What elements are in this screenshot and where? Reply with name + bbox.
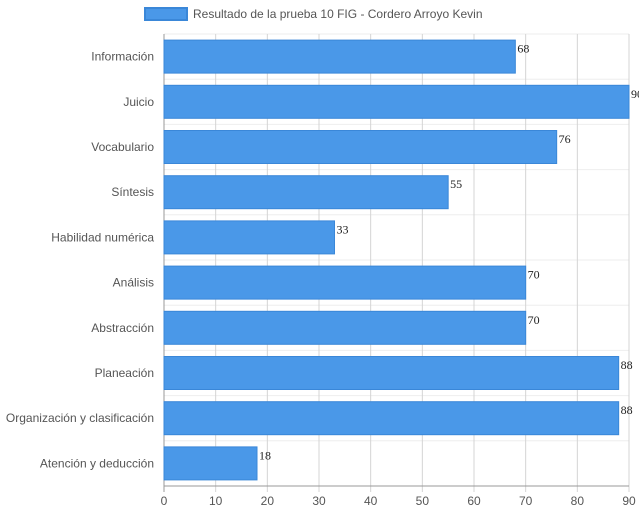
bar[interactable]	[163, 265, 527, 300]
category-label: Información	[91, 50, 154, 64]
category-label: Análisis	[113, 276, 154, 290]
category-labels: Información Juicio Vocabulario Síntesis Habi…	[6, 50, 154, 471]
x-tick-label: 50	[416, 494, 430, 508]
data-label: 70	[528, 268, 540, 282]
data-label: 90	[631, 87, 639, 101]
category-label: Juicio	[123, 95, 154, 109]
category-label: Organización y clasificación	[6, 411, 154, 425]
bar[interactable]	[163, 356, 620, 390]
x-tick-label: 90	[622, 494, 636, 508]
category-label: Abstracción	[91, 321, 154, 335]
category-label: Vocabulario	[91, 140, 154, 154]
x-tick-label: 20	[261, 494, 275, 508]
bar[interactable]	[163, 175, 449, 210]
x-tick-label: 0	[161, 494, 168, 508]
x-tick-label: 30	[312, 494, 326, 508]
bar[interactable]	[163, 401, 620, 436]
data-label: 33	[337, 222, 349, 236]
category-label: Habilidad numérica	[51, 230, 154, 244]
bar[interactable]	[163, 220, 335, 255]
x-tick-label: 40	[364, 494, 378, 508]
data-label: 68	[517, 42, 529, 56]
x-tick-label: 10	[209, 494, 223, 508]
bar[interactable]	[163, 84, 630, 119]
x-tick-label: 70	[519, 494, 533, 508]
data-label: 88	[621, 403, 633, 417]
category-label: Síntesis	[111, 185, 154, 199]
x-axis-ticks: 0 10 20 30 40 50 60 70 80 90	[161, 494, 636, 508]
bar[interactable]	[163, 446, 258, 481]
category-label: Planeación	[95, 366, 154, 380]
value-labels: 68 90 76 55 33 70 70 88 88 18	[259, 42, 639, 463]
x-tick-label: 60	[467, 494, 481, 508]
data-label: 70	[528, 313, 540, 327]
bar[interactable]	[163, 310, 527, 345]
x-tick-label: 80	[571, 494, 585, 508]
category-label: Atención y deducción	[40, 456, 154, 470]
bar[interactable]	[163, 39, 516, 74]
data-label: 55	[450, 177, 462, 191]
data-label: 88	[621, 358, 633, 372]
legend[interactable]: Resultado de la prueba 10 FIG - Cordero …	[144, 7, 483, 21]
data-label: 18	[259, 448, 271, 462]
legend-swatch	[144, 7, 188, 21]
data-label: 76	[559, 132, 571, 146]
bars	[163, 39, 630, 481]
legend-label: Resultado de la prueba 10 FIG - Cordero …	[193, 7, 483, 21]
bar[interactable]	[163, 130, 558, 164]
